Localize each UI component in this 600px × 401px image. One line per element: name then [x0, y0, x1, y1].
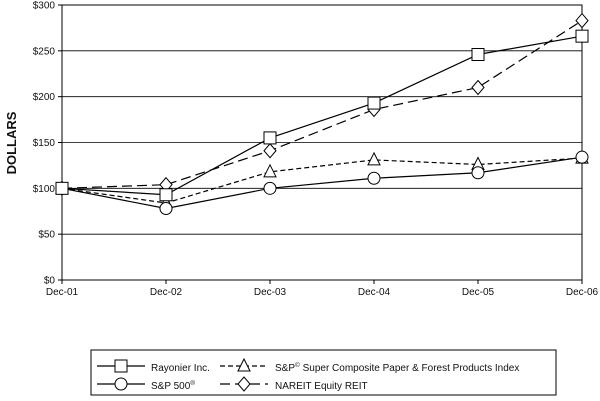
data-point-marker — [367, 96, 381, 110]
legend-symbol-rayonier — [97, 359, 145, 373]
gridlines — [62, 50, 582, 235]
legend-label-sp-paper-forest-sup: © — [295, 361, 300, 369]
data-point-marker — [471, 79, 485, 96]
legend-label-sp500-name: S&P 500 — [151, 381, 191, 392]
y-tick-label: $100 — [33, 184, 56, 195]
y-tick-label: $250 — [33, 46, 56, 57]
legend-item-sp500: S&P 500® — [97, 377, 195, 392]
series-1 — [55, 150, 589, 215]
data-point-marker — [367, 171, 381, 185]
data-point-marker — [471, 48, 485, 61]
y-tick-label: $200 — [33, 92, 56, 103]
x-tick-label: Dec-03 — [254, 287, 287, 298]
x-axis: Dec-01 Dec-02 Dec-03 Dec-04 Dec-05 Dec-06 — [46, 280, 599, 298]
series-0 — [55, 29, 589, 202]
x-tick-label: Dec-02 — [150, 287, 183, 298]
legend-label-sp-paper-forest-rest: Super Composite Paper & Forest Products … — [300, 363, 520, 374]
data-point-marker — [159, 202, 173, 215]
x-tick-label: Dec-01 — [46, 287, 79, 298]
legend-marker — [237, 376, 251, 392]
legend-symbol-nareit — [220, 376, 268, 392]
legend-marker — [237, 357, 251, 372]
series-lines — [55, 12, 589, 215]
data-point-marker — [367, 151, 381, 166]
data-point-marker — [575, 150, 589, 164]
x-tick-label: Dec-05 — [462, 287, 495, 298]
legend-marker — [114, 377, 128, 391]
legend-label-sp500-sup: ® — [190, 379, 195, 387]
series-line — [61, 20, 583, 189]
legend-box — [90, 349, 557, 396]
data-point-marker — [575, 29, 589, 43]
series-line — [61, 157, 583, 204]
data-point-marker — [263, 181, 277, 195]
legend: Rayonier Inc. S&P 500® S&P© Super Compos… — [90, 349, 557, 396]
series-line — [61, 35, 583, 196]
legend-marker — [114, 359, 128, 373]
legend-item-sp-paper-forest: S&P© Super Composite Paper & Forest Prod… — [220, 357, 519, 374]
y-axis: $0 $50 $100 $150 $200 $250 $300 — [33, 1, 62, 287]
y-tick-label: $150 — [33, 138, 56, 149]
legend-label-sp-paper-forest-name: S&P — [275, 363, 295, 374]
legend-label-nareit: NAREIT Equity REIT — [275, 381, 368, 392]
data-point-marker — [159, 188, 173, 202]
data-point-marker — [263, 142, 277, 159]
legend-symbol-sp-paper-forest — [220, 357, 268, 372]
x-tick-label: Dec-06 — [566, 287, 599, 298]
legend-label-rayonier: Rayonier Inc. — [151, 363, 210, 374]
legend-label-sp500: S&P 500® — [151, 379, 195, 392]
legend-item-nareit: NAREIT Equity REIT — [220, 376, 368, 392]
series-line — [61, 156, 583, 210]
x-tick-label: Dec-04 — [358, 287, 391, 298]
legend-label-sp-paper-forest: S&P© Super Composite Paper & Forest Prod… — [275, 361, 519, 374]
data-point-marker — [263, 131, 277, 145]
y-tick-label: $50 — [38, 230, 55, 241]
y-tick-label: $300 — [33, 1, 56, 12]
y-axis-label: DOLLARS — [4, 111, 19, 174]
legend-item-rayonier: Rayonier Inc. — [97, 359, 210, 374]
data-point-marker — [471, 166, 485, 180]
data-point-marker — [55, 181, 69, 195]
legend-symbol-sp500 — [97, 377, 145, 391]
data-point-marker — [575, 12, 589, 29]
series-2 — [55, 149, 589, 209]
y-tick-label: $0 — [44, 276, 56, 287]
data-point-marker — [263, 163, 277, 178]
